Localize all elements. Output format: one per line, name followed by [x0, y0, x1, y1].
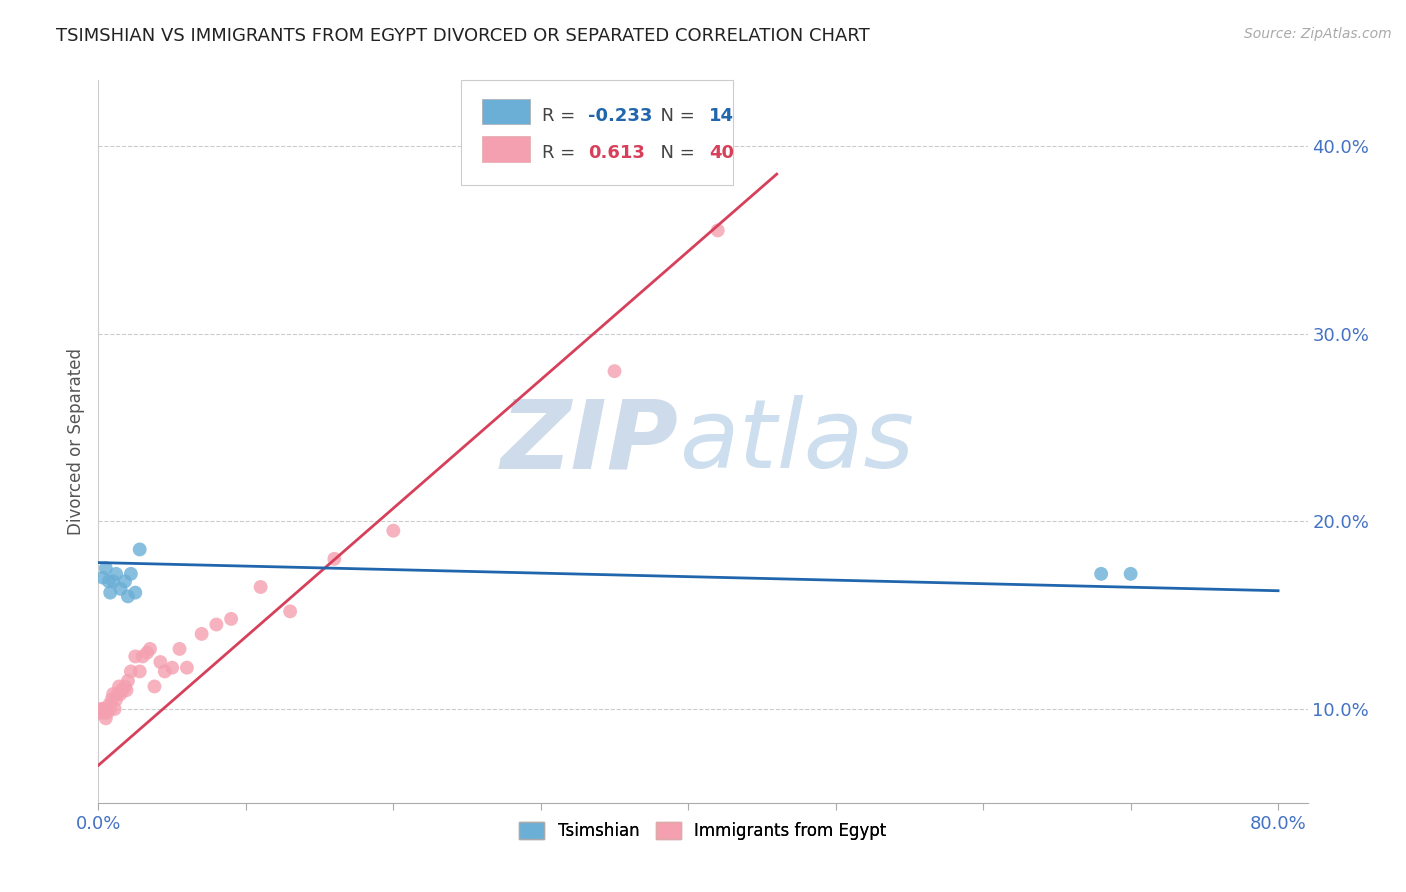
Point	[91, 571, 114, 585]
Point	[90, 702, 112, 716]
Text: N =: N =	[648, 145, 700, 162]
Point	[111, 683, 134, 698]
Point	[114, 574, 136, 589]
Point	[101, 574, 124, 589]
Text: ZIP: ZIP	[501, 395, 679, 488]
Point	[1090, 566, 1112, 581]
Point	[143, 680, 166, 694]
Point	[96, 706, 118, 720]
Point	[124, 585, 146, 599]
Point	[97, 698, 120, 713]
Point	[98, 585, 121, 599]
Point	[97, 574, 120, 589]
FancyBboxPatch shape	[482, 99, 530, 124]
Text: 40: 40	[709, 145, 734, 162]
Point	[105, 566, 128, 581]
Point	[120, 665, 142, 679]
Point	[101, 687, 124, 701]
Point	[107, 687, 129, 701]
Point	[706, 223, 728, 237]
Point	[114, 680, 136, 694]
Point	[105, 692, 128, 706]
Text: R =: R =	[543, 107, 581, 125]
Point	[110, 687, 132, 701]
Point	[219, 612, 242, 626]
Point	[94, 711, 117, 725]
Point	[176, 661, 198, 675]
Text: 14: 14	[709, 107, 734, 125]
Text: 0.613: 0.613	[588, 145, 645, 162]
Point	[205, 617, 228, 632]
Point	[104, 702, 127, 716]
Point	[603, 364, 626, 378]
Point	[160, 661, 183, 675]
Point	[128, 542, 150, 557]
Point	[98, 702, 121, 716]
Point	[89, 706, 111, 720]
Text: atlas: atlas	[679, 395, 914, 488]
Point	[1119, 566, 1142, 581]
Point	[91, 702, 114, 716]
Legend: Tsimshian, Immigrants from Egypt: Tsimshian, Immigrants from Egypt	[510, 814, 896, 848]
Point	[278, 604, 301, 618]
Text: N =: N =	[648, 107, 700, 125]
Text: R =: R =	[543, 145, 581, 162]
Point	[120, 566, 142, 581]
Point	[153, 665, 176, 679]
Point	[115, 683, 138, 698]
Point	[100, 692, 122, 706]
Point	[117, 673, 139, 688]
Point	[382, 524, 405, 538]
Point	[94, 561, 117, 575]
Y-axis label: Divorced or Separated: Divorced or Separated	[66, 348, 84, 535]
FancyBboxPatch shape	[461, 80, 734, 185]
Point	[117, 590, 139, 604]
Point	[93, 706, 115, 720]
Point	[108, 680, 131, 694]
Text: -0.233: -0.233	[588, 107, 652, 125]
Point	[323, 551, 346, 566]
Point	[190, 627, 212, 641]
Point	[149, 655, 172, 669]
Point	[139, 641, 162, 656]
Point	[124, 649, 146, 664]
Point	[110, 582, 132, 596]
Point	[131, 649, 153, 664]
Point	[128, 665, 150, 679]
FancyBboxPatch shape	[482, 136, 530, 161]
Point	[169, 641, 191, 656]
Text: TSIMSHIAN VS IMMIGRANTS FROM EGYPT DIVORCED OR SEPARATED CORRELATION CHART: TSIMSHIAN VS IMMIGRANTS FROM EGYPT DIVOR…	[56, 27, 870, 45]
Point	[136, 646, 159, 660]
Point	[249, 580, 271, 594]
Text: Source: ZipAtlas.com: Source: ZipAtlas.com	[1244, 27, 1392, 41]
